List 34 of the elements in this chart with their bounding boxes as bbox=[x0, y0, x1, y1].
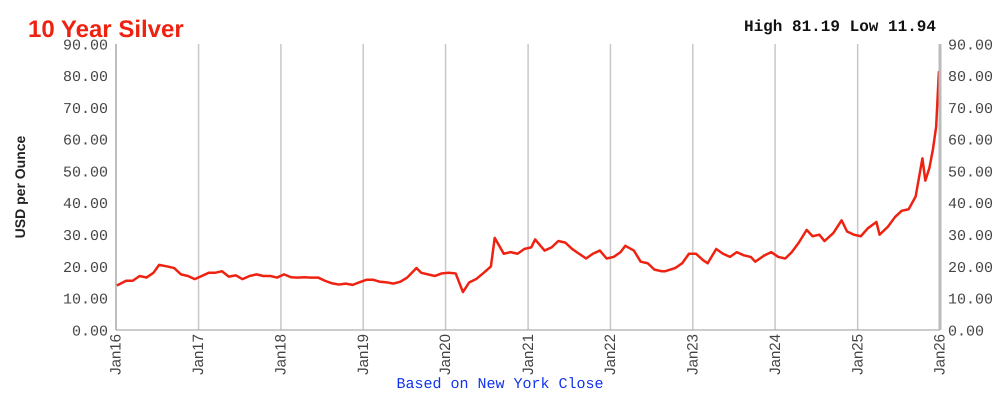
x-tick-label: Jan16 bbox=[108, 334, 125, 375]
y-tick-label: 30.00 bbox=[62, 228, 108, 245]
y2-tick-label: 40.00 bbox=[948, 196, 994, 214]
y2-tick-label: 80.00 bbox=[948, 69, 994, 86]
y-tick-label: 50.00 bbox=[62, 164, 108, 182]
x-tick-label: Jan24 bbox=[766, 334, 784, 375]
y2-tick-label: 90.00 bbox=[948, 37, 994, 54]
x-tick-label: Jan18 bbox=[272, 334, 290, 375]
x-tick-label: Jan26 bbox=[932, 334, 949, 375]
x-tick-label: Jan22 bbox=[602, 334, 620, 375]
y-tick-label: 80.00 bbox=[62, 69, 108, 86]
x-tick-label: Jan17 bbox=[190, 334, 208, 375]
y-tick-label: 60.00 bbox=[62, 132, 108, 150]
y2-tick-label: 20.00 bbox=[948, 260, 994, 277]
y2-tick-label: 70.00 bbox=[948, 100, 994, 118]
text: Based on New York Close bbox=[395, 376, 605, 393]
x-tick-label: Jan25 bbox=[849, 334, 866, 375]
y-tick-label: 40.00 bbox=[62, 196, 108, 214]
y-tick-label: 0.00 bbox=[72, 323, 108, 340]
y2-tick-label: 10.00 bbox=[948, 292, 994, 309]
y-tick-label: 20.00 bbox=[62, 260, 108, 277]
y-axis-title: USD per Ounce bbox=[12, 135, 28, 238]
y2-tick-label: 30.00 bbox=[948, 228, 994, 245]
y-tick-label: 70.00 bbox=[62, 100, 108, 118]
x-tick-label: Jan19 bbox=[354, 334, 372, 375]
line-series bbox=[116, 70, 940, 294]
y2-tick-label: 0.00 bbox=[948, 323, 984, 340]
text: High 81.19 Low 11.94 bbox=[744, 18, 936, 36]
x-tick-label: Jan23 bbox=[684, 334, 702, 375]
x-tick-label: Jan20 bbox=[437, 334, 454, 375]
y-tick-label: 10.00 bbox=[62, 292, 108, 309]
y2-tick-label: 60.00 bbox=[948, 132, 994, 150]
y2-tick-label: 50.00 bbox=[948, 164, 994, 182]
x-tick-label: Jan21 bbox=[520, 334, 537, 375]
